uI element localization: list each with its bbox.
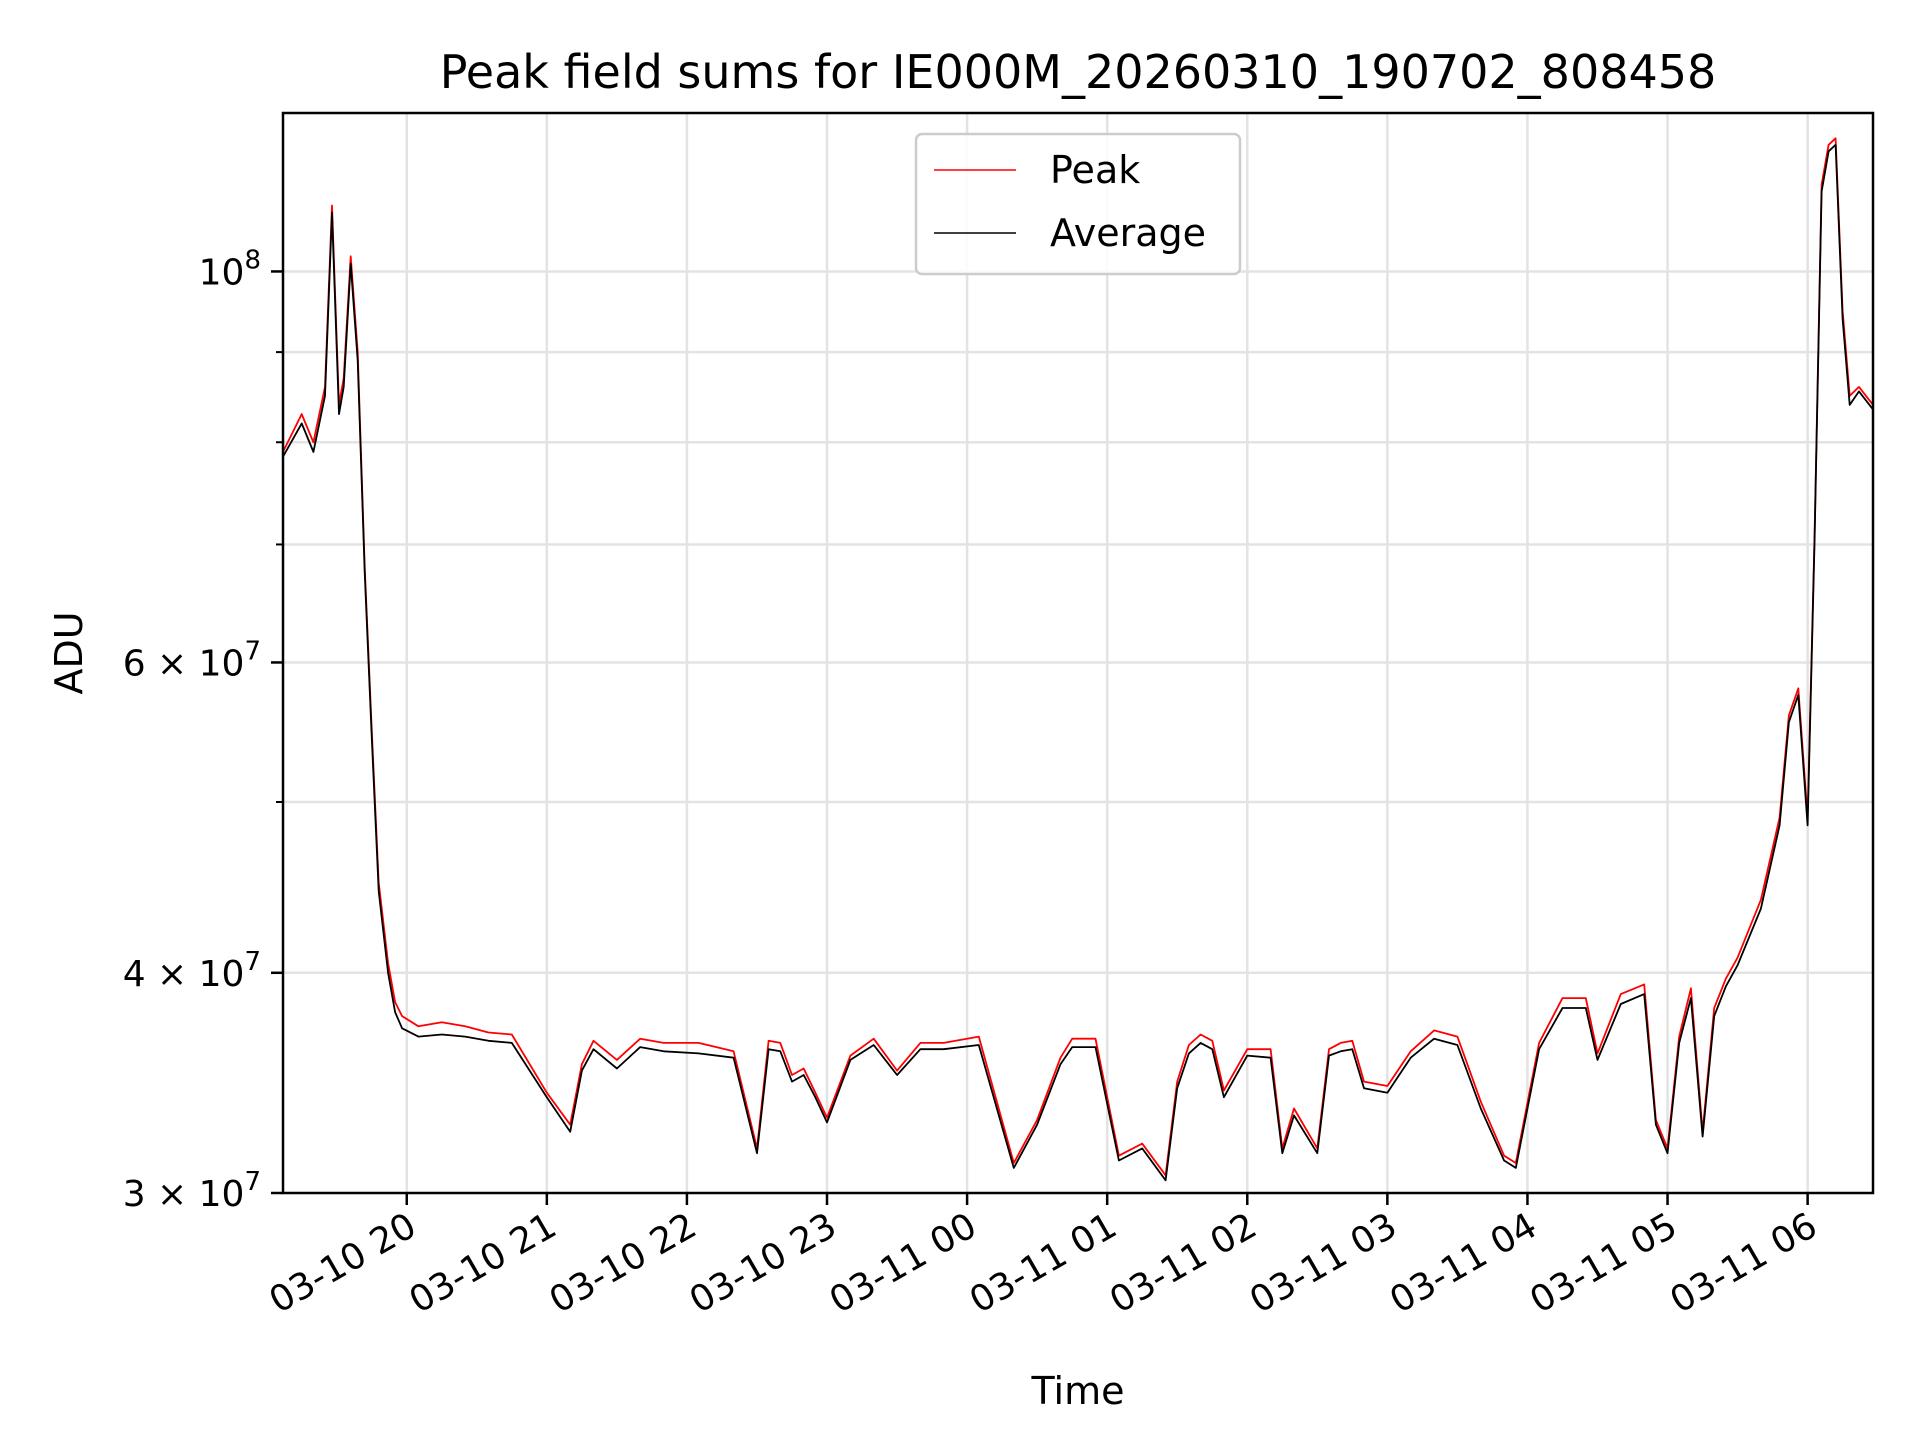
chart-title: Peak field sums for IE000M_20260310_1907… [440,45,1717,99]
y-tick-exponent: 7 [244,636,261,666]
legend: Peak Average [914,132,1242,276]
y-tick-base: 3 × 10 [123,1174,245,1215]
series-layer [283,137,1873,1182]
plot-frame [281,111,1875,1195]
y-tick-exponent: 8 [244,245,261,275]
y-tick-base: 10 [199,252,245,293]
grid-lines [283,113,1873,1193]
y-tick-base: 4 × 10 [123,954,245,995]
legend-label-peak: Peak [1050,148,1140,192]
series-line-average [283,143,1873,1182]
y-tick-exponent: 7 [244,1167,261,1197]
y-tick-base: 6 × 10 [123,643,245,684]
y-tick-exponent: 7 [244,947,261,977]
x-axis-label: Time [1031,1369,1125,1413]
y-tick-label: 3 × 107 [123,1167,261,1215]
legend-label-average: Average [1050,211,1206,255]
y-tick-label: 4 × 107 [123,947,261,995]
y-tick-label: 6 × 107 [123,636,261,684]
y-axis-label: ADU [47,611,91,694]
y-tick-label: 108 [199,245,261,293]
legend-box [914,132,1242,276]
